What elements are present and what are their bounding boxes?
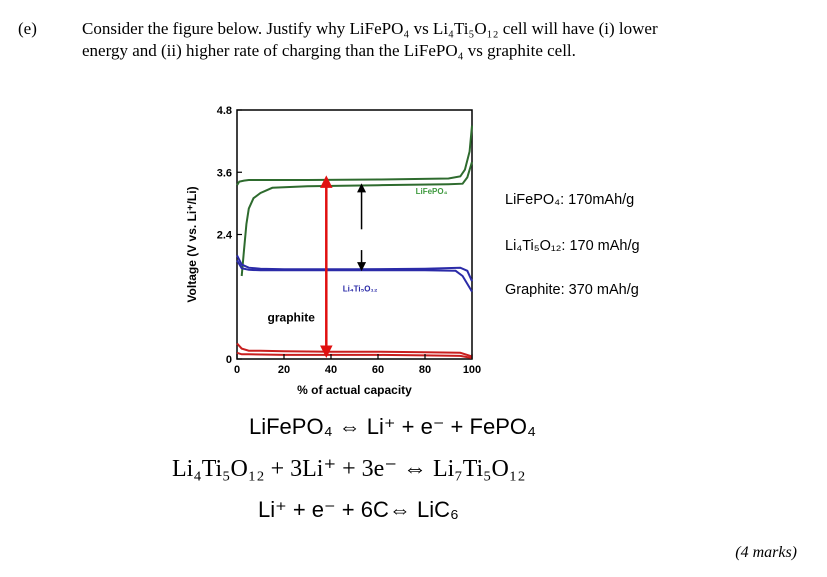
x-tick-label: 40 — [325, 364, 337, 376]
chart-svg: 0 2.4 3.6 4.8 0 20 40 60 80 100 % of actual capaci… — [185, 105, 481, 397]
x-axis-label: % of actual capacity — [297, 383, 412, 397]
x-tick-label: 20 — [278, 364, 290, 376]
x-tick-label: 0 — [234, 364, 240, 376]
capacity-li4ti5o12: Li₄Ti₅O₁₂: 170 mAh/g — [505, 238, 640, 254]
y-tick-label: 3.6 — [217, 167, 232, 179]
x-tick-label: 60 — [372, 364, 384, 376]
equation-graphite: Li⁺ + e⁻ + 6C⇔ LiC₆ — [258, 497, 459, 522]
voltage-capacity-chart: 0 2.4 3.6 4.8 0 20 40 60 80 100 % of actual capaci… — [170, 95, 510, 405]
y-tick-label: 4.8 — [217, 105, 232, 117]
question-line-1: Consider the figure below. Justify why L… — [82, 19, 658, 38]
equation-li4ti5o12: Li₄Ti₅O₁₂ + 3Li⁺ + 3e⁻ ⇔ Li₇Ti₅O₁₂ — [172, 456, 526, 482]
x-tick-label: 80 — [419, 364, 431, 376]
x-tick-label: 100 — [463, 364, 481, 376]
series-lto_charge — [236, 254, 473, 282]
series-graphite_charge — [236, 342, 473, 358]
question-line-2: energy and (ii) higher rate of charging … — [82, 41, 576, 60]
y-tick-label: 2.4 — [217, 230, 233, 242]
lifepo4-curve-label: LiFePO₄ — [416, 187, 448, 196]
capacity-graphite: Graphite: 370 mAh/g — [505, 282, 639, 298]
question-label: (e) — [18, 19, 37, 38]
graphite-curve-label: graphite — [268, 311, 316, 325]
y-axis-label: Voltage (V vs. Li⁺/Li) — [185, 186, 199, 302]
series-lfp_discharge — [240, 161, 473, 277]
equation-lifepo4: LiFePO₄ ⇔ Li⁺ + e⁻ + FePO₄ — [249, 414, 536, 439]
series-graphite_discharge — [236, 351, 473, 359]
li4ti5o12-curve-label: Li₄Ti₅O₁₂ — [343, 285, 378, 294]
question-text: Consider the figure below. Justify why L… — [82, 18, 802, 62]
series-lto_discharge — [236, 259, 473, 293]
series-lfp_charge — [236, 125, 473, 186]
marks-label: (4 marks) — [735, 544, 797, 561]
capacity-lifepo4: LiFePO₄: 170mAh/g — [505, 192, 635, 208]
y-tick-label: 0 — [226, 354, 232, 366]
